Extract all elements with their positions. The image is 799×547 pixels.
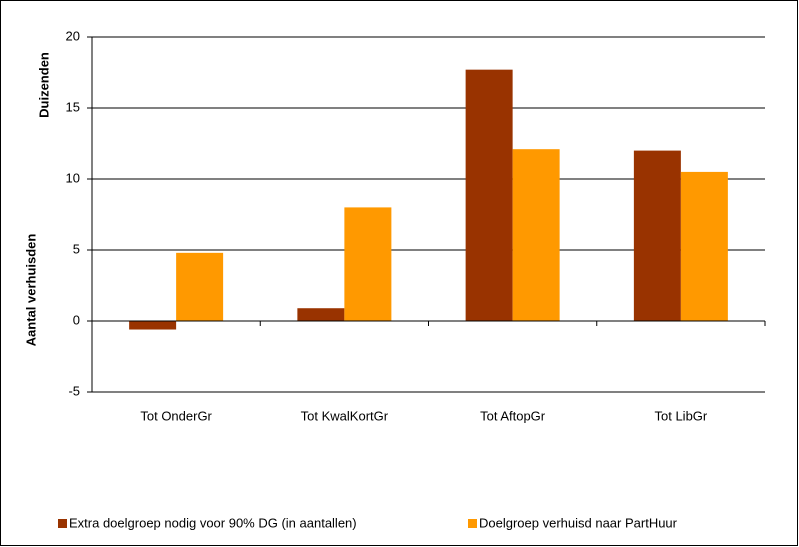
legend-label: Extra doelgroep nodig voor 90% DG (in aa… bbox=[69, 515, 357, 530]
legend-swatch bbox=[58, 519, 67, 528]
x-tick-label: Tot AftopGr bbox=[480, 408, 546, 423]
y-axis-label: Aantal verhuisden bbox=[23, 234, 38, 347]
y-tick-label: 15 bbox=[66, 99, 80, 114]
y-tick-label: 10 bbox=[66, 170, 80, 185]
bar bbox=[344, 207, 392, 321]
y-axis-units: Duizenden bbox=[36, 52, 51, 118]
legend-swatch bbox=[468, 519, 477, 528]
legend-label: Doelgroep verhuisd naar PartHuur bbox=[479, 515, 678, 530]
y-tick-label: 5 bbox=[73, 241, 80, 256]
y-tick-label: 20 bbox=[66, 28, 80, 43]
bar bbox=[633, 150, 681, 321]
bar bbox=[512, 149, 560, 321]
bar bbox=[176, 252, 224, 321]
y-tick-label: 0 bbox=[73, 312, 80, 327]
x-tick-label: Tot LibGr bbox=[655, 408, 708, 423]
bar bbox=[129, 321, 177, 330]
bar bbox=[680, 171, 728, 321]
x-tick-label: Tot OnderGr bbox=[140, 408, 212, 423]
x-tick-label: Tot KwalKortGr bbox=[301, 408, 389, 423]
bar bbox=[297, 308, 345, 321]
y-tick-label: -5 bbox=[68, 383, 80, 398]
bar bbox=[465, 69, 513, 321]
